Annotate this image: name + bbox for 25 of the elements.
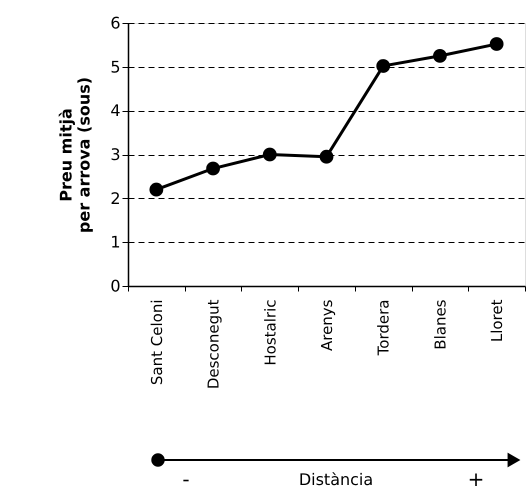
y-tick-label: 2 [110, 188, 120, 208]
x-tick-label: Sant Celoni [148, 300, 166, 386]
y-axis-title: Preu mitjà per arrova (sous) [56, 76, 94, 234]
x-tick-label: Hostalric [261, 300, 280, 366]
point [433, 48, 447, 63]
point [262, 148, 277, 162]
text: Distància [298, 470, 374, 489]
point [490, 37, 504, 51]
x-tick-label: Blanes [431, 299, 450, 350]
text: + [468, 467, 484, 491]
x-tick-label: Tordera [374, 300, 393, 356]
x-tick-label: Arenys [318, 299, 336, 352]
point [149, 182, 164, 196]
y-tick-label: 5 [110, 57, 120, 76]
point [320, 150, 334, 164]
y-tick-label: 3 [110, 145, 120, 164]
y-tick-label: 6 [110, 14, 120, 32]
y-tick-label: 4 [110, 101, 120, 120]
y-tick-label: 1 [110, 232, 120, 252]
text: - [182, 467, 190, 491]
x-tick-label: Desconegut [204, 299, 223, 390]
point [376, 59, 390, 73]
point [206, 162, 220, 176]
x-tick-label: Lloret [488, 299, 506, 342]
y-tick-label: 0 [110, 276, 120, 296]
